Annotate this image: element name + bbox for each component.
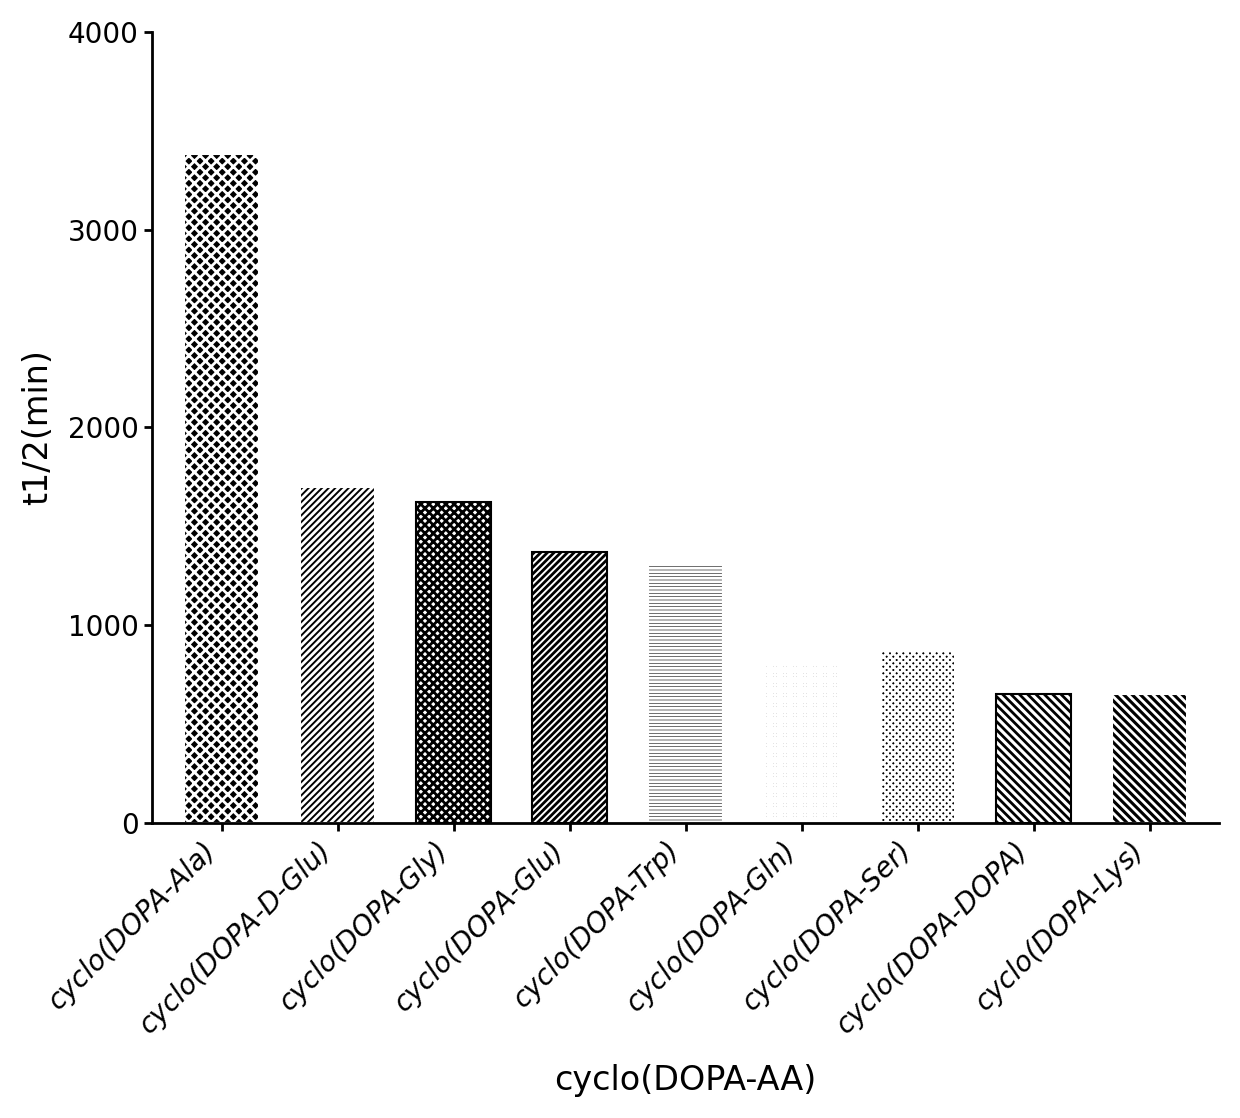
Bar [1112,694,1187,823]
Bar [532,552,608,823]
Bar [300,486,376,823]
Bar [764,665,839,823]
Bar [647,563,723,823]
Bar [880,651,955,823]
Bar [415,502,491,823]
X-axis label: cyclo(DOPA-AA): cyclo(DOPA-AA) [554,1064,817,1097]
Bar [184,154,259,823]
Bar [996,694,1071,823]
Y-axis label: t1/2(min): t1/2(min) [21,350,53,505]
